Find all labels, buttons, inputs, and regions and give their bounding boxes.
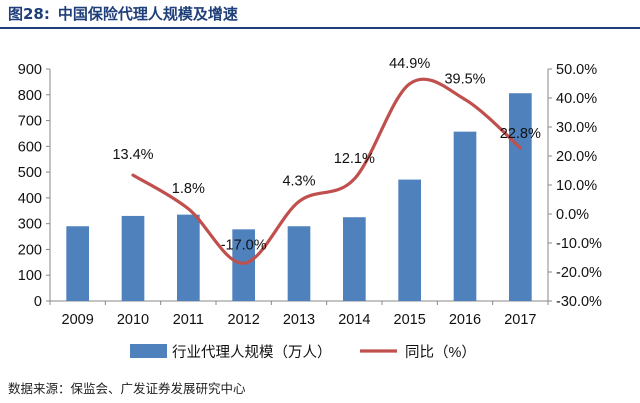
bar <box>508 93 532 301</box>
left-tick-label: 0 <box>34 294 42 310</box>
left-tick-label: 200 <box>18 242 42 258</box>
right-tick-label: 0.0% <box>556 207 589 223</box>
line-data-label: 1.8% <box>172 181 205 197</box>
right-tick-label: 50.0% <box>556 62 597 78</box>
right-tick-label: -10.0% <box>556 236 602 252</box>
legend-label-bars: 行业代理人规模（万人） <box>172 344 332 361</box>
left-tick-label: 100 <box>18 268 42 284</box>
left-tick-label: 800 <box>18 88 42 104</box>
line-data-label: -17.0% <box>221 237 267 253</box>
left-tick-label: 300 <box>18 217 42 233</box>
x-tick-label: 2012 <box>228 312 260 328</box>
line-data-label: 4.3% <box>282 174 315 190</box>
line-data-label: 44.9% <box>389 56 430 72</box>
bar <box>176 214 200 301</box>
right-tick-label: 30.0% <box>556 120 597 136</box>
right-tick-label: 20.0% <box>556 149 597 165</box>
legend-label-line: 同比（%） <box>405 344 476 361</box>
bar <box>287 226 311 301</box>
bar <box>342 217 366 301</box>
figure-number: 图28: <box>8 5 50 23</box>
bar <box>121 215 145 301</box>
bar <box>453 131 477 301</box>
bar <box>66 226 90 301</box>
right-tick-label: -30.0% <box>556 294 602 310</box>
line-data-label: 22.8% <box>500 126 541 142</box>
bar <box>398 179 422 301</box>
right-tick-label: -20.0% <box>556 265 602 281</box>
right-tick-label: 10.0% <box>556 178 597 194</box>
line-data-label: 39.5% <box>444 71 485 87</box>
title-rule <box>0 27 640 29</box>
left-tick-label: 700 <box>18 114 42 130</box>
x-tick-label: 2010 <box>117 312 149 328</box>
growth-line <box>131 77 522 265</box>
bar <box>232 229 256 301</box>
source-note: 数据来源：保监会、广发证券发展研究中心 <box>8 381 246 396</box>
x-tick-label: 2013 <box>283 312 315 328</box>
left-tick-label: 400 <box>18 191 42 207</box>
x-tick-label: 2017 <box>504 312 536 328</box>
left-tick-label: 500 <box>18 165 42 181</box>
figure-title-text: 中国保险代理人规模及增速 <box>57 5 238 23</box>
line-data-label: 12.1% <box>334 151 375 167</box>
legend-swatch-bars <box>130 344 167 358</box>
figure-title: 图28: 中国保险代理人规模及增速 <box>8 3 238 25</box>
x-tick-label: 2016 <box>449 312 481 328</box>
left-tick-label: 900 <box>18 62 42 78</box>
right-tick-label: 40.0% <box>556 91 597 107</box>
x-tick-label: 2015 <box>394 312 426 328</box>
left-tick-label: 600 <box>18 139 42 155</box>
x-tick-label: 2009 <box>62 312 94 328</box>
x-tick-label: 2014 <box>338 312 370 328</box>
line-data-label: 13.4% <box>112 147 153 163</box>
x-tick-label: 2011 <box>173 312 204 328</box>
